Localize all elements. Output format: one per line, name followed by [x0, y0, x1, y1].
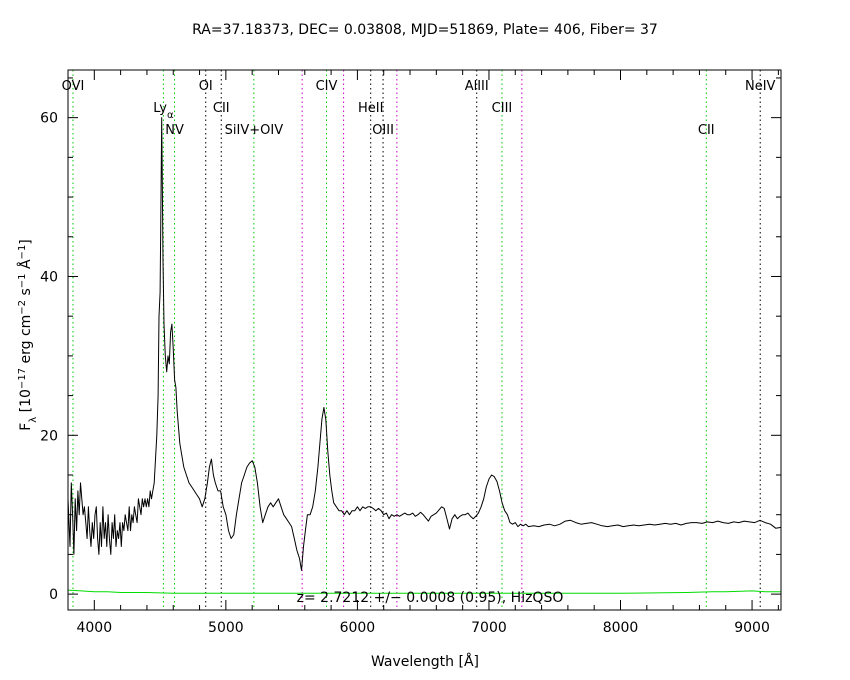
x-tick-label-4: 8000: [603, 620, 639, 636]
line-label-7: CIV: [316, 79, 338, 94]
x-tick-label-3: 7000: [471, 620, 507, 636]
line-label-10: OIII: [372, 123, 394, 138]
y-tick-label-0: 0: [49, 587, 58, 603]
y-axis-label: Fλ [10−17 erg cm−2 s−1 Å−1]: [17, 239, 39, 431]
y-tick-label-1: 20: [40, 428, 58, 444]
line-label-3: OI: [199, 79, 213, 94]
y-label-f: F: [18, 423, 34, 431]
y-label-exp1a: −1: [17, 273, 28, 288]
line-label-16: NeIV: [745, 79, 776, 94]
error-series: [67, 589, 781, 594]
line-label-13: CIII: [492, 101, 513, 116]
line-label-5: SiIV+OIV: [225, 123, 284, 138]
y-label-close: ]: [18, 239, 34, 244]
y-label-ang: Å: [17, 259, 34, 273]
chart-title: RA=37.18373, DEC= 0.03808, MJD=51869, Pl…: [192, 22, 658, 38]
line-label-sub-1: α: [167, 110, 174, 121]
x-tick-label-2: 6000: [340, 620, 376, 636]
y-label-lambda: λ: [28, 417, 39, 423]
line-label-15: CII: [698, 123, 715, 138]
line-label-2: NV: [165, 123, 184, 138]
x-axis-label: Wavelength [Å]: [371, 653, 479, 670]
y-label-exp2: −2: [17, 300, 28, 315]
line-label-9: HeII: [358, 101, 383, 116]
x-tick-label-0: 4000: [76, 620, 112, 636]
x-tick-label-1: 5000: [208, 620, 244, 636]
y-label-s: s: [18, 288, 34, 300]
redshift-annotation: z= 2.7212 +/− 0.0008 (0.95), HizQSO: [297, 590, 564, 606]
spectrum-series: [67, 117, 782, 594]
y-tick-label-3: 60: [40, 111, 58, 127]
y-label-open: [10: [18, 389, 34, 417]
y-label-erg: erg cm: [18, 315, 34, 368]
line-label-1: Lyα: [153, 101, 174, 121]
line-label-0: OVI: [62, 79, 85, 94]
y-label-exp17: −17: [17, 368, 28, 389]
flux-series: [67, 117, 782, 571]
axis-ticks: 4000 5000 6000 7000 8000 9000 0 20 40 60: [40, 70, 781, 636]
x-tick-label-5: 9000: [734, 620, 770, 636]
line-label-4: CII: [213, 101, 230, 116]
line-label-12: AlIII: [465, 79, 489, 94]
plot-frame: [67, 69, 782, 611]
emission-line-markers: OVILyαNVOICIISiIV+OIVCIVHeIIOIIIAlIIICII…: [62, 70, 776, 610]
y-label-exp1b: −1: [17, 245, 28, 260]
y-tick-label-2: 40: [40, 269, 58, 285]
